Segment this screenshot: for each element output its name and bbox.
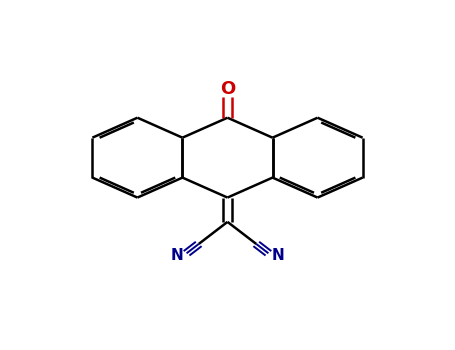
Text: N: N: [272, 247, 285, 262]
Text: O: O: [220, 80, 235, 98]
Text: N: N: [170, 247, 183, 262]
